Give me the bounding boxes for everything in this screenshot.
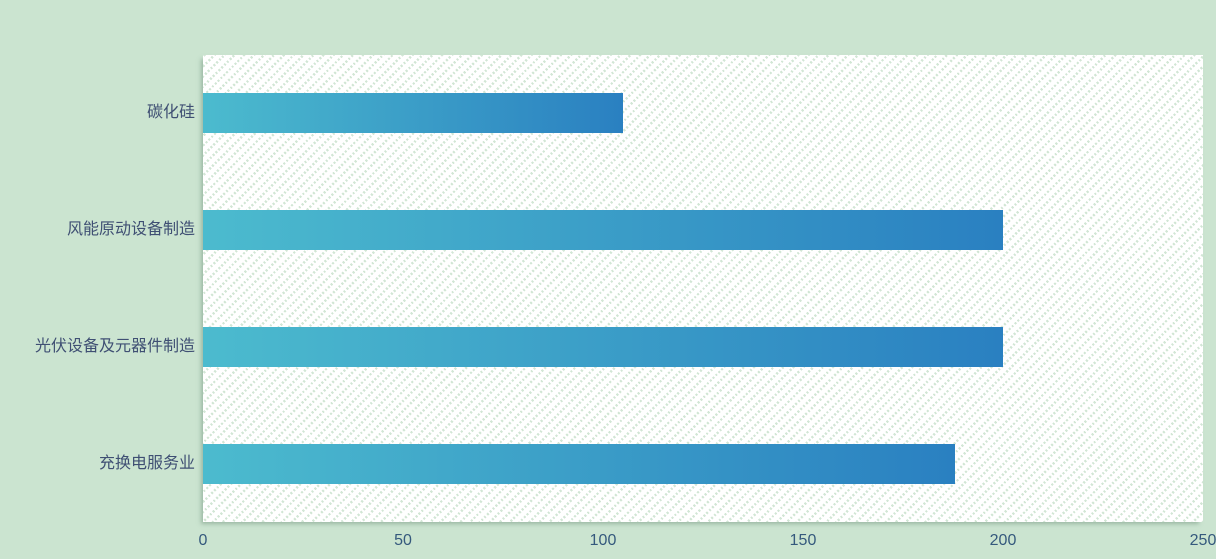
category-label: 碳化硅: [146, 104, 195, 122]
x-tick-label: 0: [198, 532, 208, 549]
category-label: 风能原动设备制造: [66, 221, 195, 239]
bar[interactable]: [203, 326, 1003, 367]
y-axis-category-labels: 碳化硅风能原动设备制造光伏设备及元器件制造充换电服务业: [0, 55, 195, 522]
x-tick-label: 200: [989, 532, 1017, 549]
category-label: 光伏设备及元器件制造: [34, 337, 195, 355]
bar[interactable]: [203, 210, 1003, 251]
x-tick-label: 250: [1189, 532, 1216, 549]
x-axis: 0 50 100 150 200 250: [199, 530, 1216, 554]
bar[interactable]: [203, 443, 955, 484]
bar[interactable]: [203, 93, 623, 134]
plot-area: [203, 55, 1203, 522]
x-tick-label: 150: [789, 532, 817, 549]
category-label: 充换电服务业: [98, 454, 195, 472]
x-tick-label: 100: [589, 532, 617, 549]
x-tick-label: 50: [394, 532, 412, 549]
